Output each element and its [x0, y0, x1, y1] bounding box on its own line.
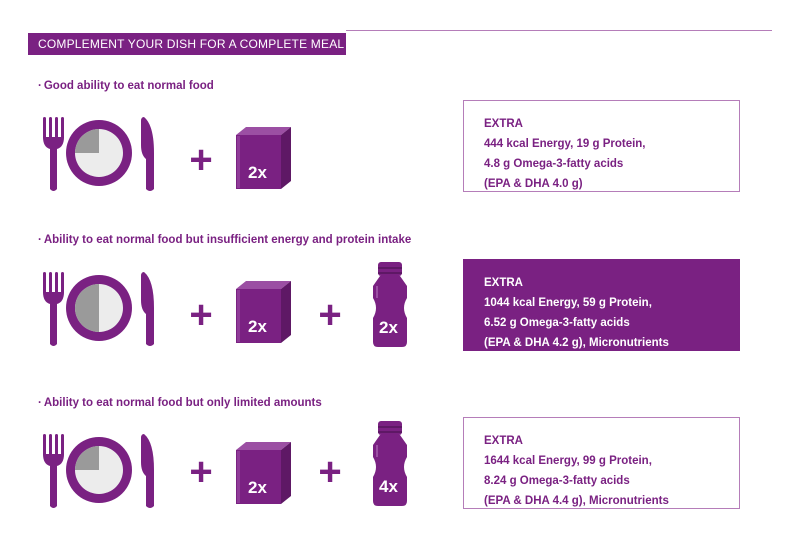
knife-icon — [141, 272, 154, 346]
pack-quantity: 2x — [248, 163, 267, 182]
plus-icon: + — [189, 293, 213, 337]
section-label-text: Ability to eat normal food but insuffici… — [43, 234, 412, 246]
bottle-quantity: 4x — [379, 477, 398, 496]
fork-plate-knife-icon — [43, 272, 154, 346]
extra-line: 1644 kcal Energy, 99 g Protein, — [484, 455, 652, 467]
fork-plate-knife-icon — [43, 117, 154, 191]
plus-icon: + — [189, 138, 213, 182]
extra-line: 8.24 g Omega-3-fatty acids — [484, 475, 630, 487]
extra-line: 6.52 g Omega-3-fatty acids — [484, 317, 630, 329]
extra-line: 4.8 g Omega-3-fatty acids — [484, 158, 624, 170]
extra-info-box: EXTRA 1644 kcal Energy, 99 g Protein, 8.… — [463, 417, 740, 509]
section-label-text: Ability to eat normal food but only limi… — [43, 397, 322, 409]
drink-bottle-icon: 2x — [369, 262, 411, 347]
fork-icon — [43, 434, 64, 508]
fork-icon — [43, 117, 64, 191]
extra-title: EXTRA — [484, 118, 523, 130]
section-label: · Ability to eat normal food but only lim… — [38, 397, 322, 409]
drink-carton-icon: 2x — [236, 281, 291, 343]
knife-icon — [141, 117, 154, 191]
extra-info-box: EXTRA 1044 kcal Energy, 59 g Protein, 6.… — [463, 259, 740, 351]
plate-icon — [66, 275, 132, 341]
extra-title: EXTRA — [484, 277, 523, 289]
extra-line: (EPA & DHA 4.0 g) — [484, 178, 583, 190]
plus-icon: + — [318, 293, 342, 337]
plus-icon: + — [189, 450, 213, 494]
header-rule — [346, 30, 772, 31]
extra-title: EXTRA — [484, 435, 523, 447]
section-label: · Ability to eat normal food but insuffic… — [38, 234, 412, 246]
drink-carton-icon: 2x — [236, 442, 291, 504]
plate-icon — [66, 437, 132, 503]
bottle-quantity: 2x — [379, 318, 398, 337]
plus-icon: + — [318, 450, 342, 494]
section-label-text: Good ability to eat normal food — [43, 80, 214, 92]
extra-info-box: EXTRA 444 kcal Energy, 19 g Protein, 4.8… — [463, 100, 740, 192]
pack-quantity: 2x — [248, 478, 267, 497]
extra-line: (EPA & DHA 4.4 g), Micronutrients — [484, 495, 669, 507]
page-title: COMPLEMENT YOUR DISH FOR A COMPLETE MEAL — [28, 33, 346, 55]
drink-carton-icon: 2x — [236, 127, 291, 189]
pack-quantity: 2x — [248, 317, 267, 336]
extra-line: 444 kcal Energy, 19 g Protein, — [484, 138, 646, 150]
knife-icon — [141, 434, 154, 508]
plate-icon — [66, 120, 132, 186]
drink-bottle-icon: 4x — [369, 421, 411, 506]
fork-plate-knife-icon — [43, 434, 154, 508]
extra-line: 1044 kcal Energy, 59 g Protein, — [484, 297, 652, 309]
section-label: · Good ability to eat normal food — [38, 80, 214, 92]
extra-line: (EPA & DHA 4.2 g), Micronutrients — [484, 337, 669, 349]
fork-icon — [43, 272, 64, 346]
